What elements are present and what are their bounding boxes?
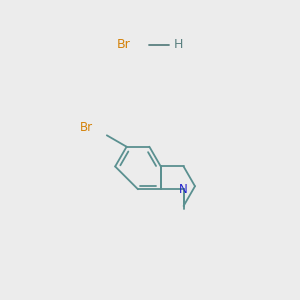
Text: H: H	[174, 38, 183, 52]
Text: Br: Br	[117, 38, 130, 52]
Text: Br: Br	[80, 121, 93, 134]
Text: N: N	[179, 183, 188, 196]
